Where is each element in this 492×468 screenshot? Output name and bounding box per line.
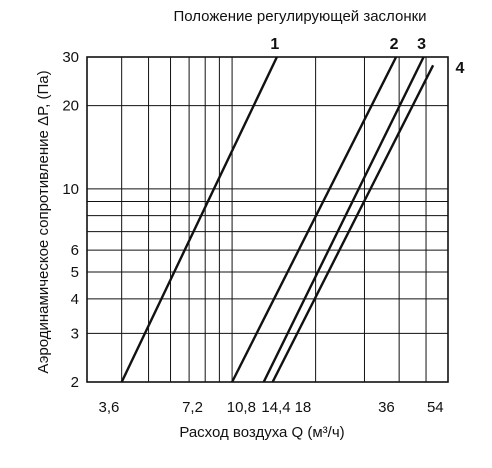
y-tick-label: 30: [62, 49, 79, 66]
y-tick-labels: 2 3 4 5 6 10 20 30: [62, 49, 79, 391]
x-tick-labels: 3,6 7,2 10,8 14,4 18 36 54: [99, 399, 444, 416]
x-tick-label: 14,4: [261, 399, 290, 416]
y-tick-label: 3: [71, 325, 79, 342]
series-line-3: [262, 56, 425, 383]
grid: [86, 56, 449, 383]
y-tick-label: 5: [71, 264, 79, 281]
y-axis-label: Аэродинамическое сопротивление ΔP, (Па): [35, 70, 52, 373]
x-tick-label: 3,6: [99, 399, 120, 416]
series-line-1: [120, 56, 278, 383]
x-tick-label: 36: [378, 399, 395, 416]
plot-frame: [86, 56, 449, 383]
series-line-2: [231, 56, 398, 383]
series-layer: [120, 56, 435, 383]
series-label-3: 3: [417, 36, 426, 53]
y-tick-label: 4: [71, 291, 79, 308]
series-label-1: 1: [270, 36, 279, 53]
series-label-2: 2: [390, 36, 399, 53]
x-tick-label: 7,2: [182, 399, 203, 416]
x-tick-label: 18: [295, 399, 312, 416]
x-tick-label: 54: [427, 399, 444, 416]
series-label-4: 4: [456, 60, 465, 77]
chart-title: Положение регулирующей заслонки: [173, 8, 426, 25]
y-tick-label: 20: [62, 98, 79, 115]
y-tick-label: 6: [71, 242, 79, 259]
series-line-4: [271, 64, 435, 383]
series-labels: 1 2 3 4: [270, 36, 464, 77]
y-tick-label: 10: [62, 181, 79, 198]
x-axis-label: Расход воздуха Q (м³/ч): [179, 424, 344, 441]
x-tick-label: 10,8: [227, 399, 256, 416]
y-tick-label: 2: [71, 374, 79, 391]
